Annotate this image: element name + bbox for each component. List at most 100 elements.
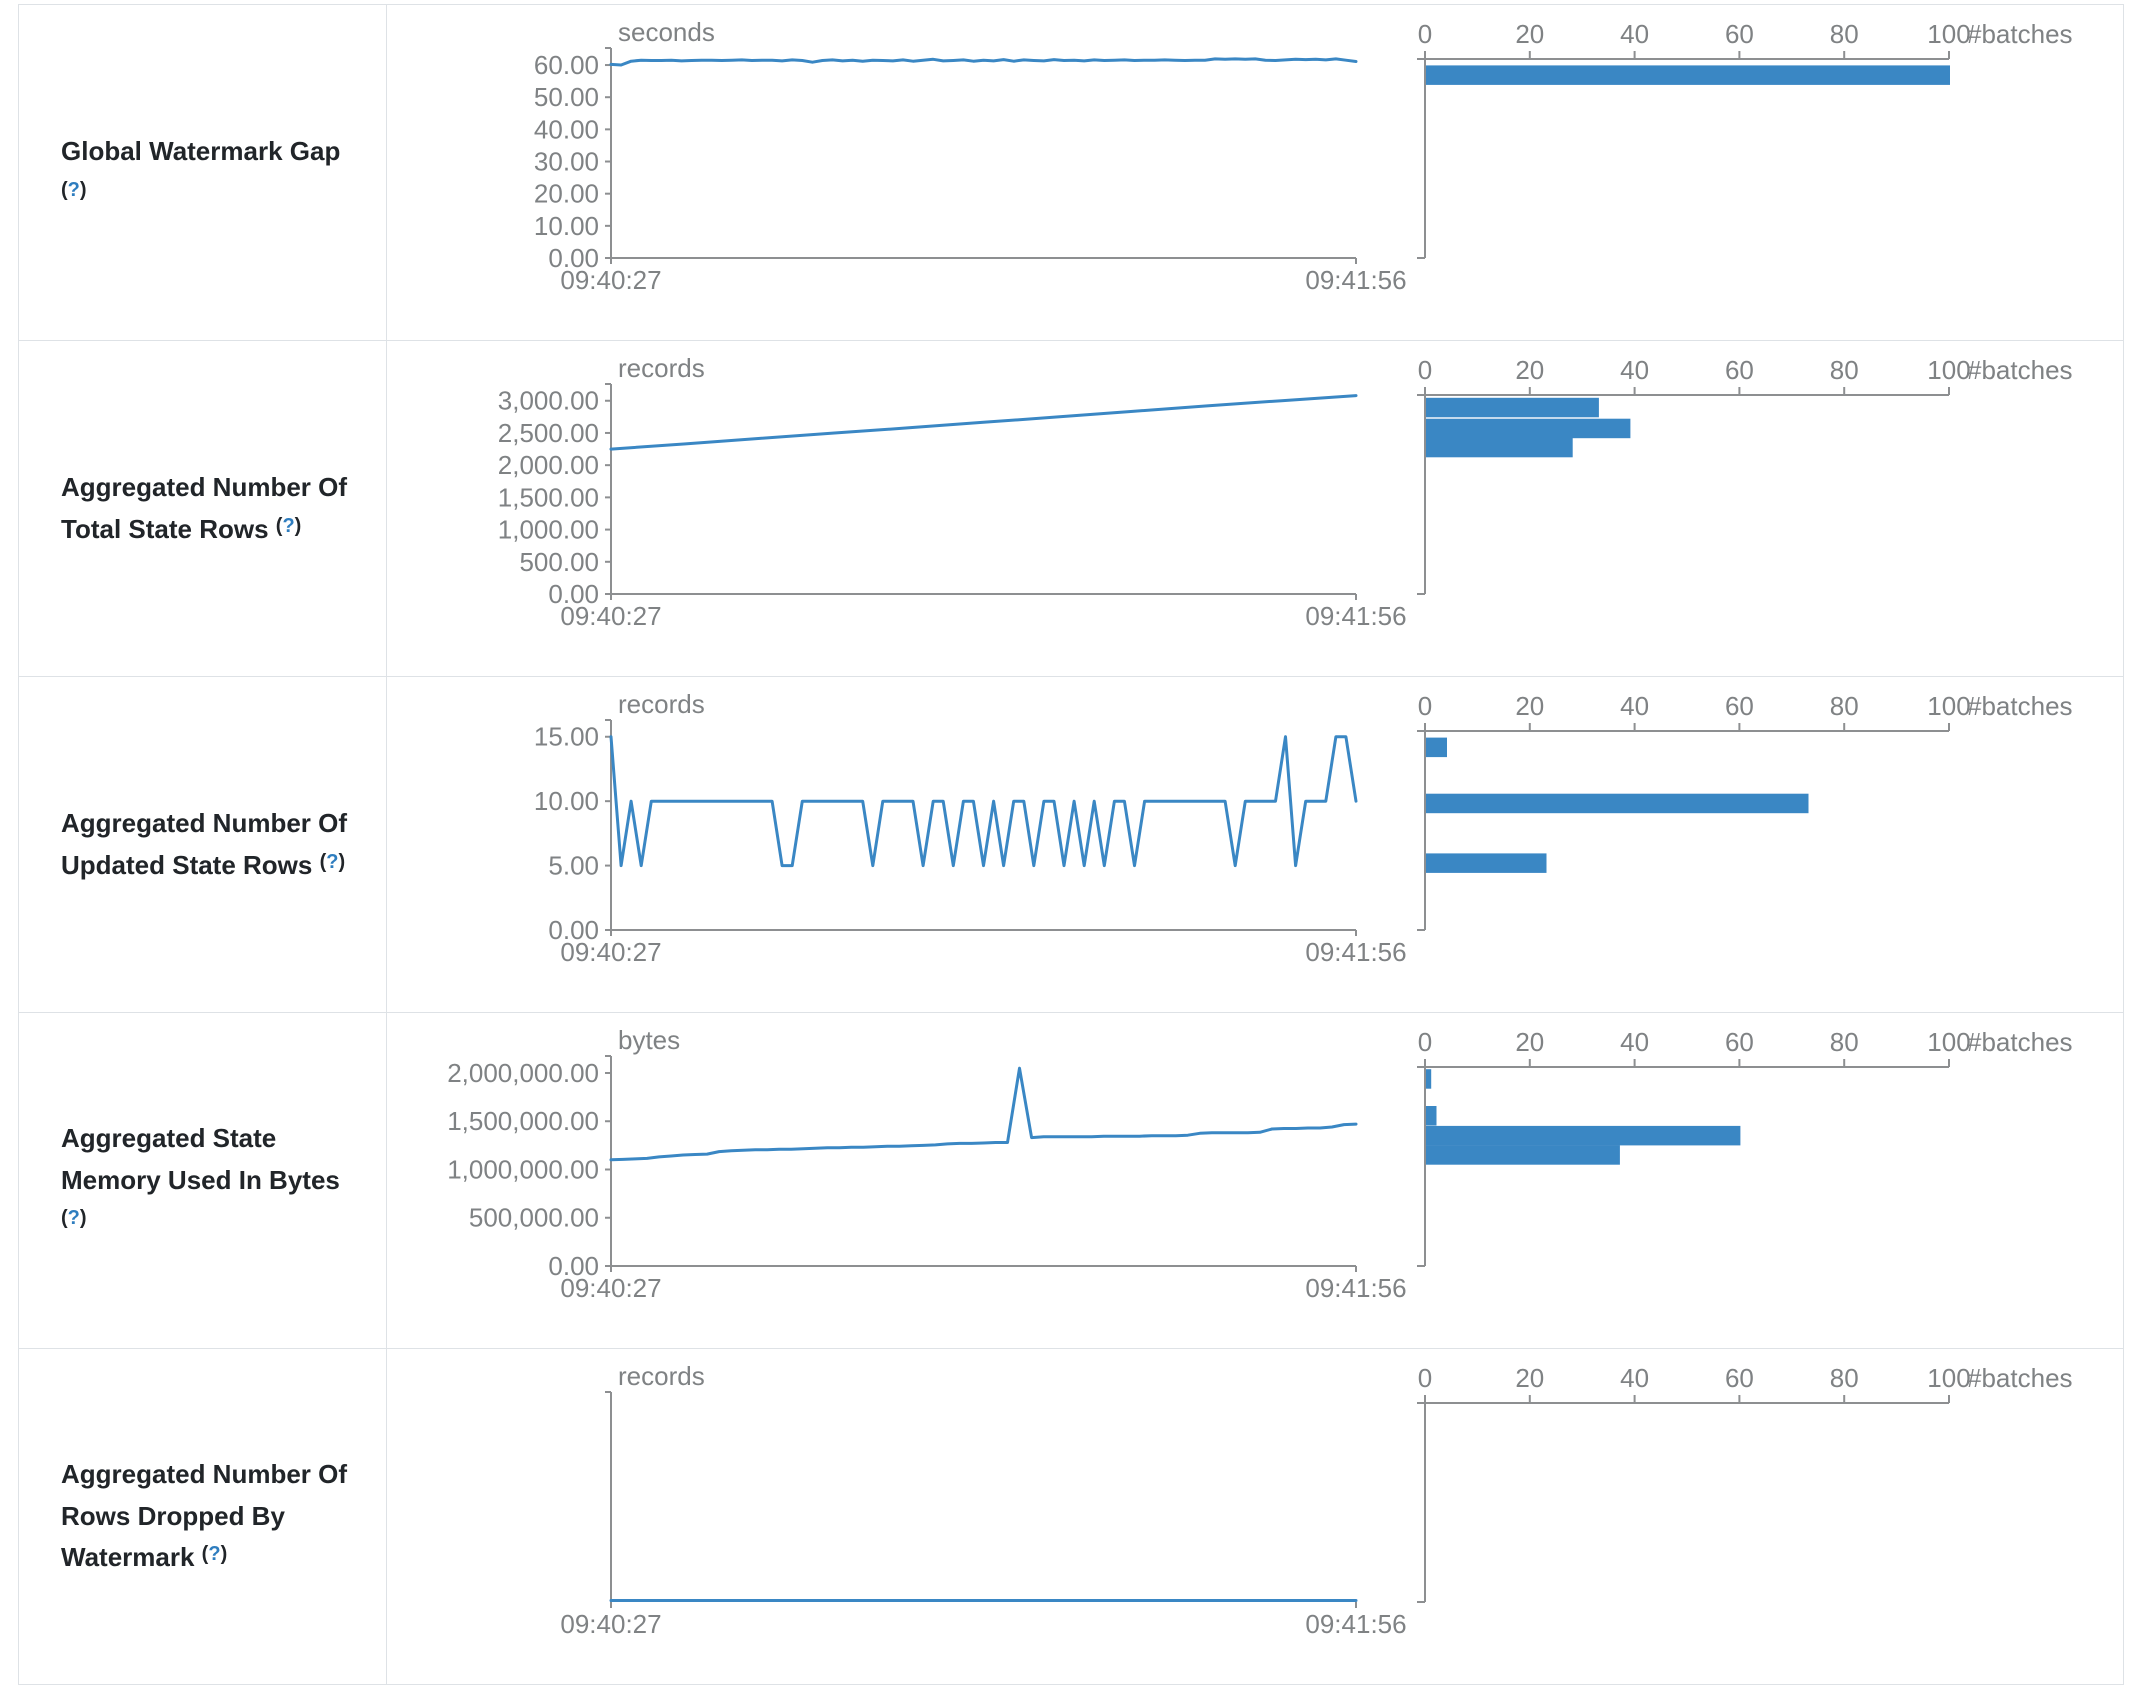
svg-text:09:40:27: 09:40:27: [560, 265, 661, 295]
metric-title: Aggregated Number Of Total State Rows (?…: [61, 467, 372, 550]
histogram-chart-cell: 0 20 40 60 80 100 #batches: [1411, 1349, 2123, 1684]
svg-text:09:40:27: 09:40:27: [560, 601, 661, 631]
histogram-chart-cell: 0 20 40 60 80 100 #batches: [1411, 5, 2123, 340]
histogram-chart: 0 20 40 60 80 100#batches: [1417, 1027, 2073, 1267]
svg-text:40: 40: [1620, 691, 1649, 721]
svg-text:#batches: #batches: [1967, 1027, 2073, 1057]
histogram-chart-cell: 0 20 40 60 80 100 #batches: [1411, 341, 2123, 676]
svg-text:#batches: #batches: [1967, 691, 2073, 721]
timeline-chart: seconds 0.0010.0020.0030.0040.0050.0060.0…: [534, 17, 1407, 295]
histogram-chart: 0 20 40 60 80 100#batches: [1417, 1363, 2073, 1603]
metric-label-cell: Aggregated State Memory Used In Bytes (?…: [19, 1013, 387, 1348]
metric-label-cell: Aggregated Number Of Total State Rows (?…: [19, 341, 387, 676]
svg-text:60: 60: [1725, 691, 1754, 721]
svg-text:60: 60: [1725, 1363, 1754, 1393]
question-mark-icon[interactable]: ?: [326, 850, 339, 873]
svg-text:40: 40: [1620, 355, 1649, 385]
svg-text:0: 0: [1418, 691, 1432, 721]
svg-text:60: 60: [1725, 1027, 1754, 1057]
svg-text:5.00: 5.00: [548, 851, 599, 881]
svg-text:0.00: 0.00: [548, 915, 599, 945]
svg-text:20: 20: [1515, 691, 1544, 721]
metric-title-text: Aggregated State Memory Used In Bytes: [61, 1123, 340, 1195]
svg-text:09:40:27: 09:40:27: [560, 1609, 661, 1639]
metric-row-state-memory-bytes: Aggregated State Memory Used In Bytes (?…: [19, 1013, 2123, 1349]
svg-text:09:40:27: 09:40:27: [560, 937, 661, 967]
metric-row-global-watermark-gap: Global Watermark Gap (?) seconds 0.00 10.0…: [19, 5, 2123, 341]
svg-text:40.00: 40.00: [534, 114, 599, 144]
timeline-chart: records 0.00500.001,000.001,500.002,000.0…: [498, 353, 1407, 631]
metric-title: Aggregated Number Of Rows Dropped By Wat…: [61, 1454, 372, 1579]
svg-text:0: 0: [1418, 1363, 1432, 1393]
metric-label-cell: Global Watermark Gap (?): [19, 5, 387, 340]
svg-text:1,500,000.00: 1,500,000.00: [447, 1106, 599, 1136]
histogram-chart: 0 20 40 60 80 100#batches: [1417, 355, 2073, 595]
help-link[interactable]: (?): [201, 1543, 228, 1566]
histogram-chart-cell: 0 20 40 60 80 100 #batches: [1411, 677, 2123, 1012]
metric-title-text: Global Watermark Gap: [61, 135, 341, 166]
svg-text:40: 40: [1620, 1027, 1649, 1057]
svg-text:09:40:27: 09:40:27: [560, 1273, 661, 1303]
svg-text:09:41:56: 09:41:56: [1305, 265, 1406, 295]
timeline-chart-cell: bytes 0.00 500,000.00 1,000,000.00 1,500,000…: [387, 1013, 1411, 1348]
metric-title-text: Aggregated Number Of Total State Rows: [61, 471, 348, 544]
help-link[interactable]: (?): [275, 514, 302, 537]
svg-text:100: 100: [1927, 355, 1970, 385]
svg-text:100: 100: [1927, 1027, 1970, 1057]
svg-text:3,000.00: 3,000.00: [498, 386, 599, 416]
svg-text:0.00: 0.00: [548, 579, 599, 609]
svg-text:records: records: [618, 689, 705, 719]
timeline-chart-cell: records 0.00 5.00 10.00 15.00 09:40:27 09:41:5…: [387, 677, 1411, 1012]
metric-title: Aggregated State Memory Used In Bytes (?…: [61, 1118, 372, 1243]
svg-text:50.00: 50.00: [534, 82, 599, 112]
metric-title-text: Aggregated Number Of Updated State Rows: [61, 807, 348, 880]
svg-text:#batches: #batches: [1967, 1363, 2073, 1393]
metric-title-text: Aggregated Number Of Rows Dropped By Wat…: [61, 1459, 348, 1573]
svg-text:80: 80: [1830, 691, 1859, 721]
svg-text:60: 60: [1725, 19, 1754, 49]
help-link[interactable]: (?): [61, 178, 87, 201]
question-mark-icon[interactable]: ?: [282, 514, 295, 537]
timeline-chart: bytes 0.00 500,000.00 1,000,000.00 1,500,000…: [447, 1025, 1406, 1303]
metric-row-rows-dropped-by-watermark: Aggregated Number Of Rows Dropped By Wat…: [19, 1349, 2123, 1684]
help-link[interactable]: (?): [319, 850, 346, 873]
timeline-chart: records 09:40:27 09:41:56: [560, 1361, 1406, 1639]
svg-text:100: 100: [1927, 19, 1970, 49]
timeline-chart-cell: records 0.00 500.00 1,000.00 1,500.00 2,000.0…: [387, 341, 1411, 676]
question-mark-icon[interactable]: ?: [67, 178, 80, 201]
svg-text:20: 20: [1515, 355, 1544, 385]
timeline-chart: records 0.00 5.00 10.00 15.00 09:40:27 09:41:5…: [534, 689, 1407, 967]
svg-text:seconds: seconds: [618, 17, 715, 47]
svg-text:2,500.00: 2,500.00: [498, 418, 599, 448]
svg-text:80: 80: [1830, 355, 1859, 385]
svg-text:0: 0: [1418, 1027, 1432, 1057]
question-mark-icon[interactable]: ?: [67, 1207, 80, 1230]
svg-text:2,000.00: 2,000.00: [498, 450, 599, 480]
svg-text:09:41:56: 09:41:56: [1305, 601, 1406, 631]
help-link[interactable]: (?): [61, 1207, 87, 1230]
svg-text:80: 80: [1830, 1027, 1859, 1057]
svg-text:1,000,000.00: 1,000,000.00: [447, 1154, 599, 1184]
svg-text:0.00: 0.00: [548, 243, 599, 273]
svg-text:records: records: [618, 1361, 705, 1391]
histogram-chart: 0 20 40 60 80 100#batches: [1417, 691, 2073, 931]
svg-text:80: 80: [1830, 1363, 1859, 1393]
svg-text:1,000.00: 1,000.00: [498, 515, 599, 545]
svg-text:40: 40: [1620, 1363, 1649, 1393]
svg-text:09:41:56: 09:41:56: [1305, 937, 1406, 967]
svg-text:2,000,000.00: 2,000,000.00: [447, 1058, 599, 1088]
svg-text:20: 20: [1515, 1363, 1544, 1393]
metric-row-total-state-rows: Aggregated Number Of Total State Rows (?…: [19, 341, 2123, 677]
svg-text:09:41:56: 09:41:56: [1305, 1273, 1406, 1303]
metric-label-cell: Aggregated Number Of Updated State Rows …: [19, 677, 387, 1012]
svg-text:bytes: bytes: [618, 1025, 680, 1055]
svg-text:30.00: 30.00: [534, 147, 599, 177]
svg-text:60: 60: [1725, 355, 1754, 385]
question-mark-icon[interactable]: ?: [208, 1543, 221, 1566]
svg-text:500,000.00: 500,000.00: [469, 1203, 599, 1233]
svg-text:09:41:56: 09:41:56: [1305, 1609, 1406, 1639]
svg-text:20: 20: [1515, 1027, 1544, 1057]
timeline-chart-cell: seconds 0.00 10.00 20.00 30.00 40.00 50.00 60.0…: [387, 5, 1411, 340]
svg-text:60.00: 60.00: [534, 50, 599, 80]
histogram-chart-cell: 0 20 40 60 80 100 #batches: [1411, 1013, 2123, 1348]
